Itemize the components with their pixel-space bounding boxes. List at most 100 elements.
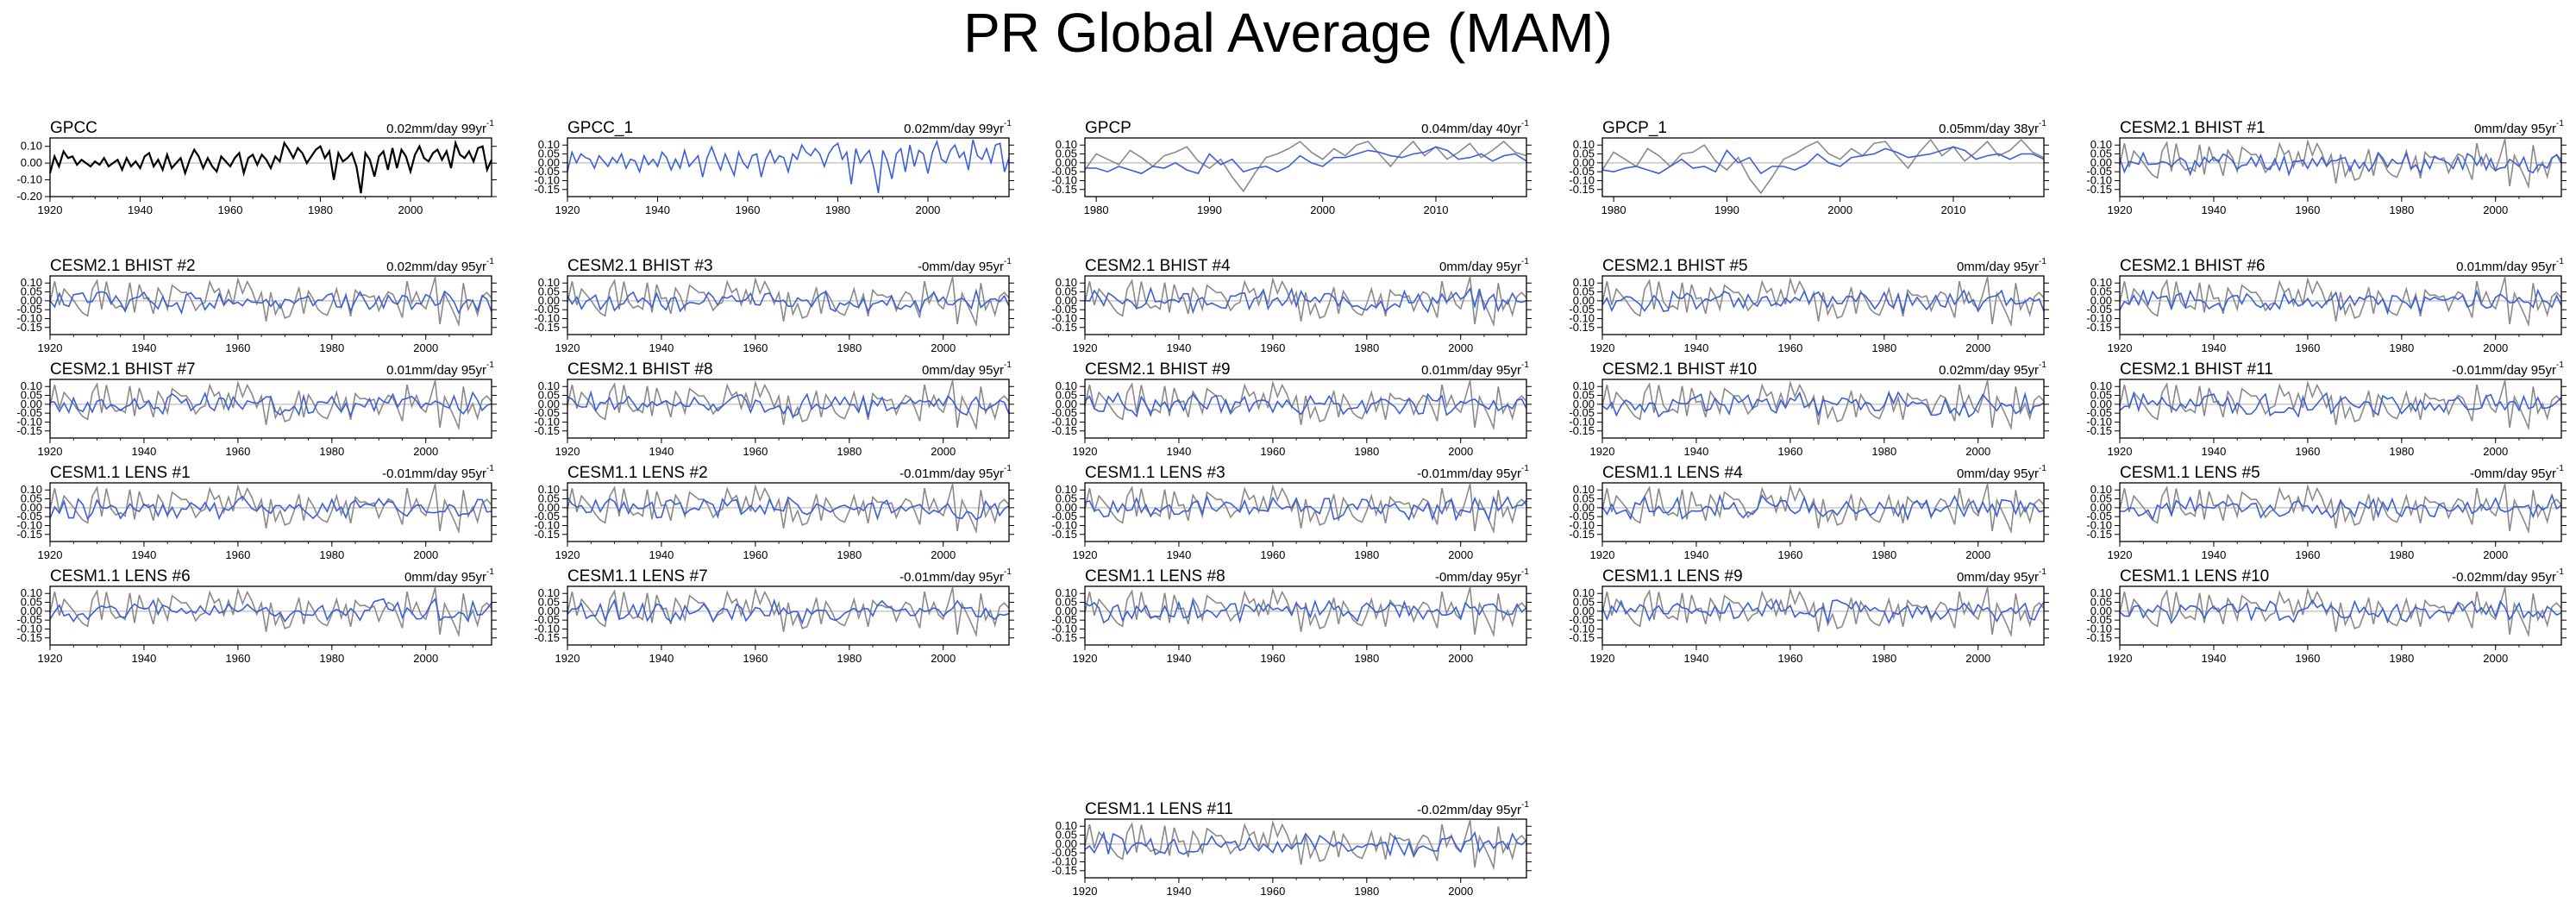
x-tick-label: 1940 <box>1166 548 1191 561</box>
x-tick-label: 1920 <box>38 203 63 216</box>
x-tick-label: 1980 <box>2389 445 2414 458</box>
series-line-model <box>1601 289 2045 315</box>
trend-label: 0mm/day 95yr <box>922 363 1004 378</box>
x-tick-label: 2000 <box>1827 203 1852 216</box>
plot-frame <box>1084 585 1527 646</box>
y-tick-label: 0.10 <box>1573 138 1595 151</box>
x-tick-label: 1940 <box>128 203 153 216</box>
panel-title: CESM1.1 LENS #1 <box>50 464 191 482</box>
panel-gpcp: GPCP 0.04mm/day 40yr -1 1980 1990 2000 2010 0.1… <box>1035 103 1552 233</box>
trend-superscript: -1 <box>486 464 494 473</box>
y-tick-label: -0.15 <box>16 631 42 644</box>
series-line-ref <box>1084 140 1527 193</box>
y-tick-label: -0.10 <box>1569 518 1595 531</box>
y-tick-label: 0.05 <box>1056 147 1077 160</box>
series-line-ref <box>1601 586 2045 638</box>
y-tick-label: -0.05 <box>2086 165 2112 178</box>
series-line-model <box>1084 598 1527 624</box>
plot-frame <box>1084 482 1527 542</box>
x-tick-label: 1980 <box>1354 548 1379 561</box>
panel-svg: CESM1.1 LENS #10 -0.02mm/day 95yr -1 1920 19… <box>2086 567 2567 665</box>
x-tick-label: 1940 <box>649 652 674 665</box>
y-tick-label: -0.15 <box>2086 631 2112 644</box>
x-tick-label: 1940 <box>645 203 670 216</box>
y-tick-label: -0.10 <box>1051 311 1077 324</box>
series-line-model <box>1084 391 1527 418</box>
trend-superscript: -1 <box>2556 360 2564 370</box>
series-line-ref <box>1084 483 1527 535</box>
x-tick-label: 1990 <box>1714 203 1739 216</box>
panel-svg: CESM1.1 LENS #6 0mm/day 95yr -1 1920 1940 196… <box>16 567 497 665</box>
series-line-ref <box>2119 379 2562 431</box>
y-tick-label: 0.00 <box>21 156 42 169</box>
y-tick-label: 0.10 <box>2090 276 2112 289</box>
y-tick-label: 0.10 <box>1056 586 1077 599</box>
plot-frame <box>1084 275 1527 335</box>
y-tick-label: -0.10 <box>1569 311 1595 324</box>
y-tick-label: -0.10 <box>2086 415 2112 428</box>
trend-superscript: -1 <box>1004 464 1012 473</box>
y-tick-label: -0.15 <box>1569 424 1595 437</box>
panel-svg: GPCP 0.04mm/day 40yr -1 1980 1990 2000 2010 0.1… <box>1051 119 1532 216</box>
plot-frame <box>49 379 492 439</box>
panel-svg: CESM1.1 LENS #7 -0.01mm/day 95yr -1 1920 194… <box>534 567 1014 665</box>
y-tick-label: 0.00 <box>538 501 560 514</box>
y-tick-label: -0.10 <box>534 415 560 428</box>
series-line-model <box>2119 391 2562 418</box>
y-tick-label: -0.15 <box>1051 864 1077 877</box>
y-tick-label: -0.10 <box>16 173 42 186</box>
plot-frame <box>1601 482 2045 542</box>
y-tick-label: 0.00 <box>538 398 560 410</box>
x-tick-label: 1920 <box>2108 203 2133 216</box>
panel-title: CESM2.1 BHIST #3 <box>567 257 713 275</box>
panel-title: CESM2.1 BHIST #10 <box>1602 360 1757 379</box>
series-line-model <box>567 288 1010 315</box>
trend-label: 0.02mm/day 99yr <box>386 122 486 136</box>
y-tick-label: 0.05 <box>2090 389 2112 402</box>
y-tick-label: 0.00 <box>2090 156 2112 169</box>
trend-superscript: -1 <box>1521 360 1529 370</box>
trend-label: -0.01mm/day 95yr <box>2452 363 2556 378</box>
y-tick-label: 0.00 <box>1573 156 1595 169</box>
plot-frame <box>49 482 492 542</box>
panel-cesm1-1-lens-6: CESM1.1 LENS #6 0mm/day 95yr -1 1920 1940 196… <box>0 552 517 681</box>
y-tick-label: -0.05 <box>16 406 42 419</box>
y-tick-label: -0.10 <box>1051 518 1077 531</box>
y-tick-label: -0.15 <box>16 424 42 437</box>
plot-frame <box>49 137 492 197</box>
y-tick-label: 0.05 <box>2090 147 2112 160</box>
x-tick-label: 1960 <box>225 548 250 561</box>
x-tick-label: 1940 <box>2201 445 2226 458</box>
x-tick-label: 1980 <box>825 203 850 216</box>
x-tick-label: 1940 <box>2201 341 2226 354</box>
plot-frame <box>567 585 1010 646</box>
trend-superscript: -1 <box>1004 360 1012 370</box>
panel-svg: CESM2.1 BHIST #3 -0mm/day 95yr -1 1920 1940 1… <box>534 257 1014 354</box>
x-tick-label: 2010 <box>1424 203 1449 216</box>
x-tick-label: 1960 <box>743 445 768 458</box>
x-tick-label: 1940 <box>649 341 674 354</box>
plot-frame <box>49 275 492 335</box>
panel-cesm1-1-lens-3: CESM1.1 LENS #3 -0.01mm/day 95yr -1 1920 194… <box>1035 448 1552 578</box>
x-tick-label: 2000 <box>1965 341 1990 354</box>
y-tick-label: 0.10 <box>1573 276 1595 289</box>
y-tick-label: -0.10 <box>16 311 42 324</box>
x-tick-label: 1960 <box>2295 203 2320 216</box>
y-tick-label: -0.05 <box>1051 406 1077 419</box>
series-line-model <box>2119 598 2562 625</box>
plot-frame <box>567 379 1010 439</box>
y-tick-label: 0.05 <box>538 285 560 298</box>
x-tick-label: 1980 <box>319 652 344 665</box>
y-tick-label: 0.00 <box>2090 294 2112 307</box>
x-tick-label: 2000 <box>1448 885 1473 898</box>
y-tick-label: -0.05 <box>534 510 560 523</box>
x-tick-label: 1980 <box>308 203 333 216</box>
panel-cesm2-1-bhist-2: CESM2.1 BHIST #2 0.02mm/day 95yr -1 1920 194… <box>0 241 517 371</box>
y-tick-label: -0.05 <box>534 165 560 178</box>
y-tick-label: 0.05 <box>1573 285 1595 298</box>
x-tick-label: 1980 <box>1354 652 1379 665</box>
series-line-model <box>2119 151 2562 177</box>
panel-cesm2-1-bhist-3: CESM2.1 BHIST #3 -0mm/day 95yr -1 1920 1940 1… <box>517 241 1035 371</box>
trend-superscript: -1 <box>2556 257 2564 266</box>
panel-cesm2-1-bhist-4: CESM2.1 BHIST #4 0mm/day 95yr -1 1920 1940 19… <box>1035 241 1552 371</box>
